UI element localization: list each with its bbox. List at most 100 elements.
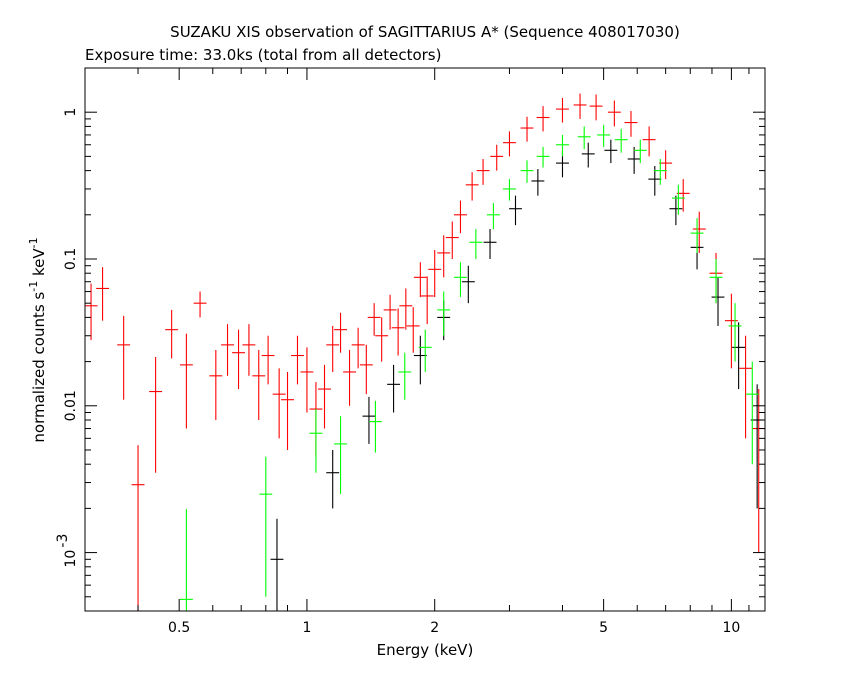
data-point: [362, 396, 376, 444]
data-point: [604, 139, 618, 164]
data-point: [536, 106, 550, 132]
y-axis-label: normalized counts s-1 keV-1: [27, 237, 48, 442]
data-point: [399, 288, 413, 330]
data-point: [692, 211, 706, 253]
data-point: [326, 325, 340, 372]
y-axis-label-mid: keV: [30, 248, 48, 281]
data-point: [690, 218, 704, 253]
data-point: [232, 329, 245, 390]
plot-frame: [84, 67, 766, 612]
chart-title: SUZAKU XIS observation of SAGITTARIUS A*…: [170, 23, 680, 41]
data-point: [437, 235, 451, 278]
x-tick-label: 5: [599, 620, 608, 636]
data-point: [581, 142, 595, 168]
data-point: [318, 364, 331, 429]
y-tick-label: 0.1: [63, 248, 79, 270]
data-point: [607, 100, 621, 127]
data-point: [573, 93, 587, 119]
data-point: [242, 324, 256, 376]
x-tick-label: 1: [302, 620, 311, 636]
data-point: [300, 347, 314, 413]
data-point: [627, 146, 641, 174]
data-point: [259, 456, 273, 597]
data-point: [556, 97, 569, 123]
data-point: [179, 509, 193, 611]
data-point: [96, 267, 110, 321]
data-point: [165, 309, 179, 359]
data-point: [272, 368, 286, 439]
data-point: [261, 335, 275, 385]
data-point: [193, 291, 207, 318]
data-point: [556, 134, 569, 157]
data-point: [709, 258, 723, 304]
data-point: [413, 262, 427, 298]
data-point: [406, 307, 420, 353]
data-point: [309, 409, 323, 473]
data-point: [669, 195, 683, 226]
data-point: [577, 126, 591, 150]
data-point: [367, 303, 381, 336]
data-point: [614, 128, 628, 153]
data-point: [326, 449, 340, 509]
series-0: [84, 93, 766, 611]
data-point: [633, 139, 647, 164]
y-axis-label-exp2: -1: [27, 237, 40, 248]
data-point: [252, 349, 266, 421]
data-point: [503, 131, 516, 157]
data-point: [131, 445, 145, 611]
data-point: [445, 221, 459, 259]
data-point: [291, 335, 304, 385]
data-point: [209, 349, 223, 421]
data-series-layer: [84, 93, 766, 611]
data-point: [221, 324, 234, 376]
data-point: [752, 389, 766, 553]
data-point: [476, 158, 490, 185]
axis-ticks: 0.5 1 2 5 10 1 0.1 0.01 10 -3: [55, 67, 766, 636]
data-point: [486, 203, 500, 230]
data-point: [732, 322, 746, 390]
y-tick-label-exponent: -3: [55, 534, 71, 548]
x-tick-label: 2: [430, 620, 439, 636]
data-point: [437, 291, 451, 336]
data-point: [483, 229, 497, 259]
data-point: [117, 315, 131, 400]
data-point: [724, 293, 738, 369]
data-point: [509, 195, 522, 226]
y-axis-label-main: normalized counts s: [30, 292, 48, 443]
data-point: [351, 327, 365, 369]
data-point: [420, 276, 434, 325]
data-point: [368, 400, 382, 453]
data-point: [745, 361, 759, 465]
y-axis-label-exp1: -1: [27, 281, 40, 292]
series-1: [179, 124, 759, 611]
data-point: [531, 169, 545, 196]
data-point: [428, 250, 442, 298]
data-point: [711, 277, 725, 326]
data-point: [383, 294, 397, 330]
data-point: [281, 371, 294, 450]
data-point: [536, 146, 550, 168]
data-point: [418, 329, 432, 372]
y-tick-label: 1: [63, 108, 79, 117]
y-tick-label: 0.01: [63, 390, 79, 421]
data-point: [653, 158, 667, 185]
data-point: [270, 518, 284, 611]
data-point: [398, 352, 412, 400]
data-point: [454, 200, 467, 234]
data-point: [503, 179, 516, 201]
data-point: [413, 335, 427, 385]
x-tick-label: 10: [722, 620, 740, 636]
data-point: [520, 160, 534, 183]
data-point: [624, 110, 638, 137]
data-point: [387, 364, 401, 413]
data-point: [676, 179, 690, 212]
data-point: [642, 126, 656, 157]
data-point: [520, 116, 534, 142]
data-point: [359, 344, 373, 395]
x-axis-label: Energy (keV): [377, 641, 474, 659]
data-point: [84, 283, 98, 341]
data-point: [391, 308, 405, 356]
series-2: [270, 139, 764, 611]
data-point: [490, 144, 504, 171]
